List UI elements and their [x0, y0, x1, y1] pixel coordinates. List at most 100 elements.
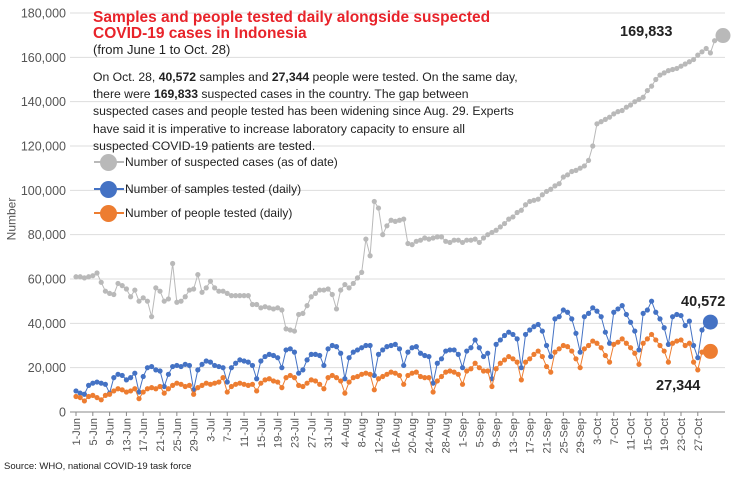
data-point-people	[275, 379, 281, 385]
data-point-suspected	[233, 293, 239, 299]
data-point-suspected	[527, 198, 533, 205]
data-point-suspected	[405, 240, 411, 247]
data-point-people	[464, 368, 470, 374]
x-tick-label: 5-Jun	[88, 418, 100, 446]
description-text-4: suspected cases in the country. The gap …	[93, 87, 514, 153]
data-point-samples	[81, 391, 88, 397]
data-point-suspected	[367, 253, 373, 259]
data-point-suspected	[249, 301, 256, 308]
x-tick-label: 21-Jun	[155, 418, 167, 452]
data-point-people	[249, 381, 256, 387]
x-tick-label: 1-Jun	[71, 418, 83, 446]
data-point-people	[207, 381, 214, 387]
data-point-samples	[228, 365, 235, 371]
data-point-suspected	[619, 107, 625, 114]
data-point-samples	[262, 353, 268, 360]
data-point-samples	[371, 372, 377, 379]
data-point-suspected	[699, 49, 705, 55]
data-point-people	[279, 385, 285, 391]
data-point-samples	[426, 353, 432, 360]
data-point-people	[594, 340, 600, 346]
data-point-samples	[396, 346, 403, 352]
data-point-people	[144, 386, 151, 392]
data-point-samples	[615, 306, 621, 312]
data-point-samples	[518, 365, 524, 371]
data-point-suspected	[111, 291, 117, 298]
data-point-samples	[90, 380, 96, 386]
data-point-samples	[472, 337, 478, 343]
data-point-suspected	[165, 296, 172, 302]
data-point-samples	[359, 345, 365, 351]
data-point-people	[258, 380, 264, 386]
data-point-samples	[186, 362, 193, 369]
data-point-people	[401, 381, 407, 387]
data-point-samples	[350, 349, 356, 355]
data-point-suspected	[438, 234, 445, 240]
data-point-suspected	[426, 236, 432, 242]
data-point-samples	[506, 329, 512, 335]
data-point-suspected	[279, 307, 285, 313]
data-point-samples	[308, 351, 314, 357]
data-point-people	[434, 378, 440, 384]
data-point-suspected	[149, 314, 155, 320]
data-point-suspected	[86, 274, 92, 280]
data-point-people	[262, 377, 268, 383]
data-point-suspected	[518, 207, 524, 213]
data-point-suspected	[216, 288, 222, 294]
data-point-samples	[657, 316, 663, 322]
y-axis-label: Number	[4, 197, 19, 241]
x-tick-label: 17-Sep	[525, 418, 537, 453]
series-layer	[73, 28, 731, 404]
data-point-people	[472, 360, 478, 366]
data-point-people	[556, 346, 562, 352]
data-point-people	[161, 390, 167, 396]
data-point-samples	[342, 376, 348, 382]
data-point-people	[510, 356, 516, 362]
data-point-suspected	[430, 235, 436, 241]
data-point-suspected	[661, 70, 667, 76]
x-tick-label: 5-Sep	[474, 418, 486, 447]
data-point-people	[228, 383, 235, 390]
data-point-people	[485, 368, 491, 374]
data-point-suspected	[602, 116, 608, 122]
data-point-people	[615, 339, 621, 345]
data-point-people	[287, 372, 293, 379]
data-point-samples	[577, 349, 583, 355]
x-tick-label: 4-Aug	[340, 418, 352, 447]
data-point-samples	[552, 316, 558, 322]
data-point-samples	[279, 365, 285, 371]
data-point-samples	[602, 329, 608, 335]
data-point-suspected	[144, 298, 151, 304]
data-point-people	[497, 360, 503, 366]
data-point-samples	[674, 311, 680, 318]
data-point-people	[212, 380, 218, 386]
data-point-samples	[627, 319, 634, 325]
x-tick-label: 3-Jul	[205, 418, 217, 442]
data-point-people	[321, 386, 327, 392]
data-point-suspected	[153, 285, 159, 291]
data-point-suspected	[342, 281, 348, 288]
data-point-samples	[291, 349, 298, 355]
data-point-suspected	[581, 163, 587, 169]
data-point-samples	[258, 358, 264, 364]
x-tick-label: 19-Jul	[273, 418, 285, 448]
data-point-people	[123, 389, 130, 395]
data-point-samples	[325, 346, 331, 352]
data-point-suspected	[329, 291, 335, 298]
data-point-suspected	[569, 168, 575, 175]
data-point-suspected	[632, 99, 638, 105]
data-point-samples	[149, 363, 155, 370]
data-point-suspected	[585, 157, 592, 164]
data-point-suspected	[338, 287, 344, 293]
x-tick-label: 1-Sep	[458, 418, 470, 447]
data-point-samples	[161, 383, 167, 390]
data-point-suspected	[665, 68, 671, 74]
data-point-suspected	[224, 290, 230, 297]
data-point-samples	[573, 330, 579, 336]
data-point-people	[447, 368, 453, 374]
data-point-suspected	[73, 274, 79, 280]
data-point-people	[102, 392, 109, 398]
data-point-suspected	[287, 327, 293, 333]
data-point-people	[690, 359, 697, 365]
data-point-samples	[531, 324, 537, 330]
